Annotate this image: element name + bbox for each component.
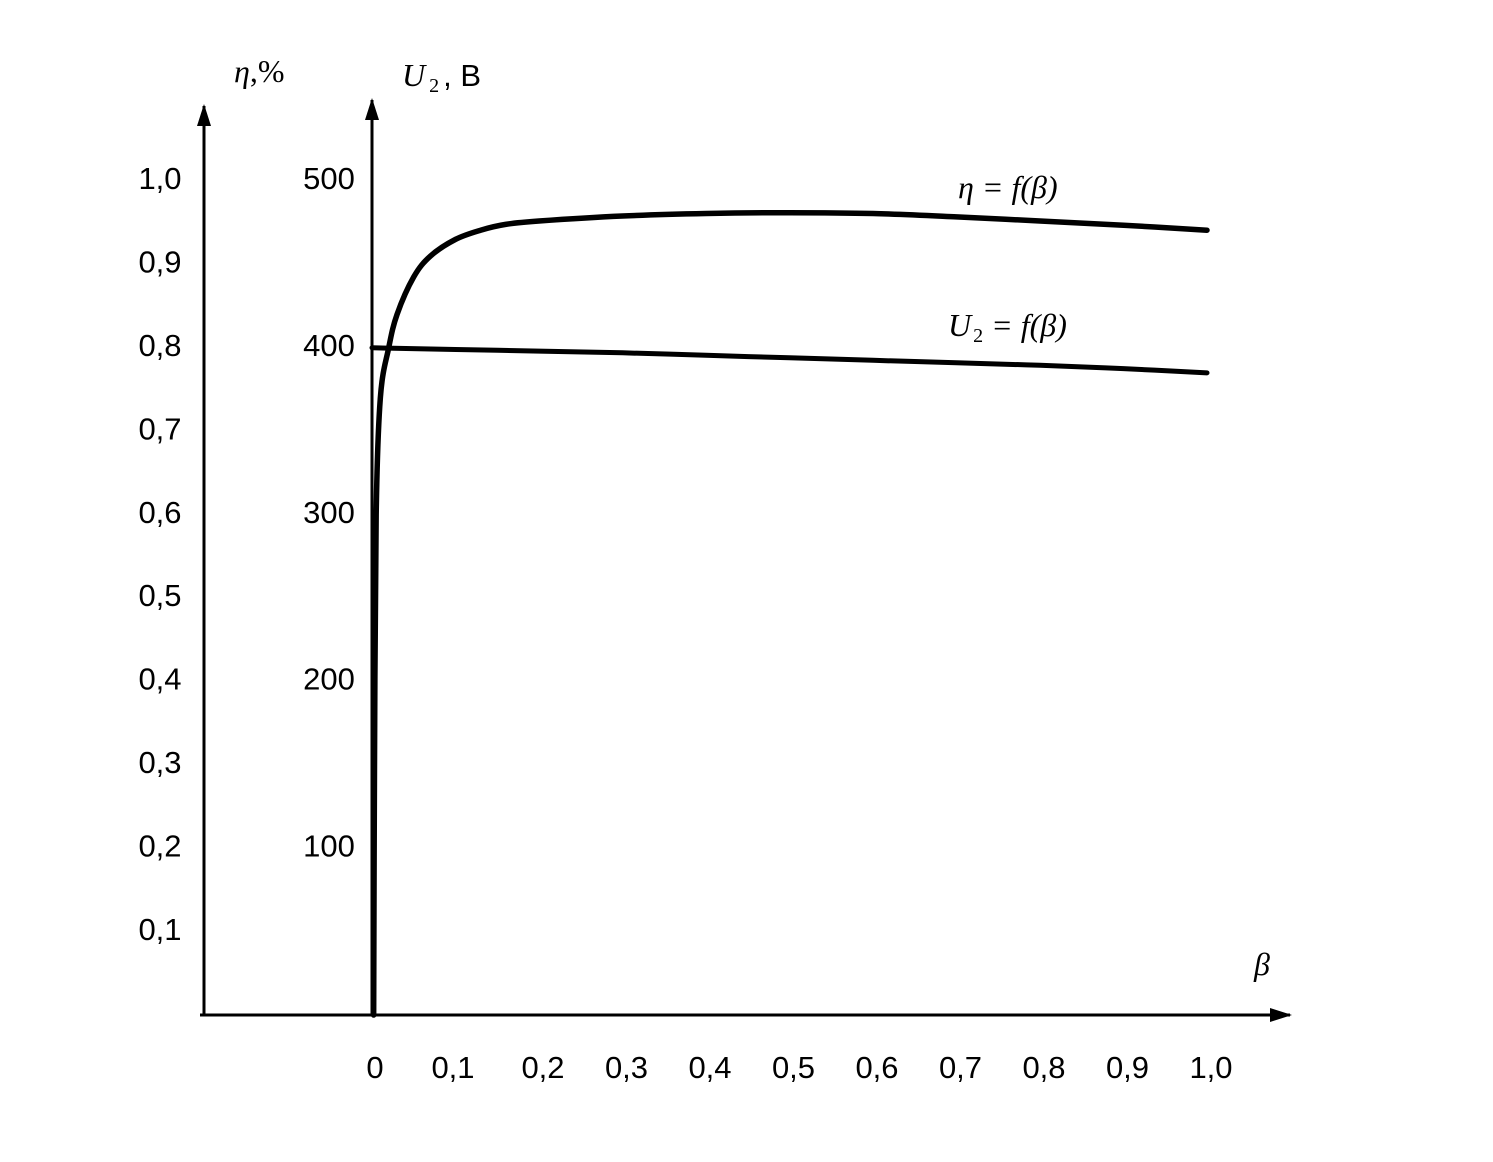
y-right-tick-label: 100	[303, 828, 355, 863]
y-left-tick-label: 1,0	[138, 161, 181, 196]
y-right-tick-label: 300	[303, 495, 355, 530]
x-tick-label: 0,4	[688, 1050, 731, 1085]
y-right-tick-label: 200	[303, 662, 355, 697]
x-tick-label: 0,8	[1022, 1050, 1065, 1085]
x-tick-label: 0,6	[855, 1050, 898, 1085]
y-left-tick-label: 0,6	[138, 495, 181, 530]
series-line-u2	[369, 345, 1210, 376]
x-axis-title: β	[1253, 946, 1270, 982]
y-left-tick-label: 0,5	[138, 578, 181, 613]
x-tick-label: 0,7	[939, 1050, 982, 1085]
y-left-tick-label: 0,3	[138, 745, 181, 780]
x-tick-labels: 0 0,1 0,2 0,3 0,4 0,5 0,6 0,7 0,8 0,9 1,0	[366, 1050, 1232, 1085]
series-label-eta: η = f(β)	[958, 169, 1058, 205]
y-left-tick-label: 0,9	[138, 245, 181, 280]
x-tick-label: 0,1	[431, 1050, 474, 1085]
y-left-tick-label: 0,2	[138, 828, 181, 863]
x-tick-label: 0	[366, 1050, 383, 1085]
x-tick-label: 0,9	[1106, 1050, 1149, 1085]
y-left-tick-label: 0,1	[138, 912, 181, 947]
y-right-tick-label: 500	[303, 161, 355, 196]
y-right-tick-labels: 100 200 300 400 500	[303, 161, 355, 863]
x-tick-label: 0,2	[521, 1050, 564, 1085]
y-left-tick-labels: 0,1 0,2 0,3 0,4 0,5 0,6 0,7 0,8 0,9 1,0	[138, 161, 181, 947]
series-line-eta	[370, 209, 1210, 1018]
y-left-tick-label: 0,8	[138, 328, 181, 363]
x-tick-label: 0,3	[605, 1050, 648, 1085]
y-left-axis-title: η,%	[234, 53, 285, 89]
y-left-tick-label: 0,7	[138, 411, 181, 446]
x-tick-label: 1,0	[1189, 1050, 1232, 1085]
x-tick-label: 0,5	[772, 1050, 815, 1085]
y-left-tick-label: 0,4	[138, 662, 181, 697]
y-right-tick-label: 400	[303, 328, 355, 363]
